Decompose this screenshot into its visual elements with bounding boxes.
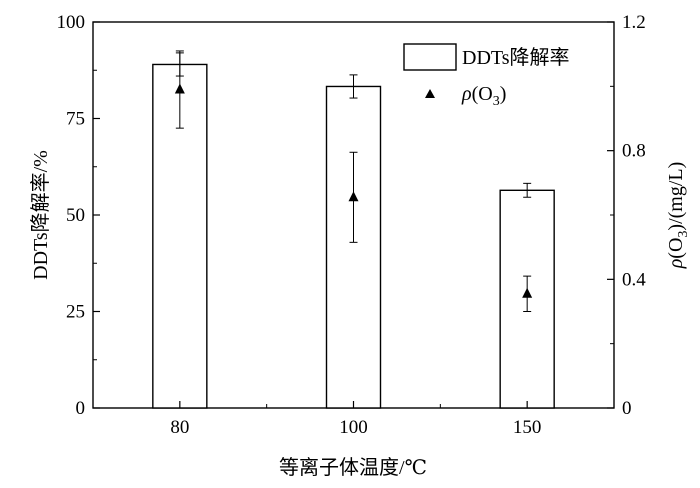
legend-label-ddts: DDTs降解率 [462,46,570,69]
y-right-tick-label-0.4: 0.4 [622,269,646,290]
y-right-tick-label-0: 0 [622,398,632,419]
legend-label-ozone: ρ(O3) [461,83,506,109]
bar-100 [325,85,382,409]
y-left-tick-label-75: 75 [66,109,85,130]
y-right-tick-label-1.2: 1.2 [622,12,646,33]
axis-ticks: 0 25 50 75 100 0 0.4 0.8 1.2 80 100 150 [57,12,647,438]
x-tick-label-150: 150 [513,417,542,438]
x-tick-label-100: 100 [339,417,368,438]
y-axis-right-title: ρ(O3)/(mg/L) [665,162,691,270]
x-axis-title: 等离子体温度/℃ [279,456,427,479]
legend-swatch-bar [403,43,457,71]
y-left-tick-label-25: 25 [66,302,85,323]
legend: DDTs降解率 ρ(O3) [403,43,570,109]
y-axis-left-title: DDTs降解率/% [29,150,52,280]
y-left-tick-label-100: 100 [57,12,86,33]
x-tick-label-80: 80 [170,417,189,438]
ozone-point-80 [174,83,185,94]
legend-swatch-triangle [425,89,435,98]
y-right-tick-label-0.8: 0.8 [622,141,646,162]
y-left-tick-label-50: 50 [66,205,85,226]
y-left-tick-label-0: 0 [76,398,86,419]
ozone-point-150 [522,287,533,298]
chart-marks [152,50,555,409]
ozone-point-100 [348,191,359,202]
